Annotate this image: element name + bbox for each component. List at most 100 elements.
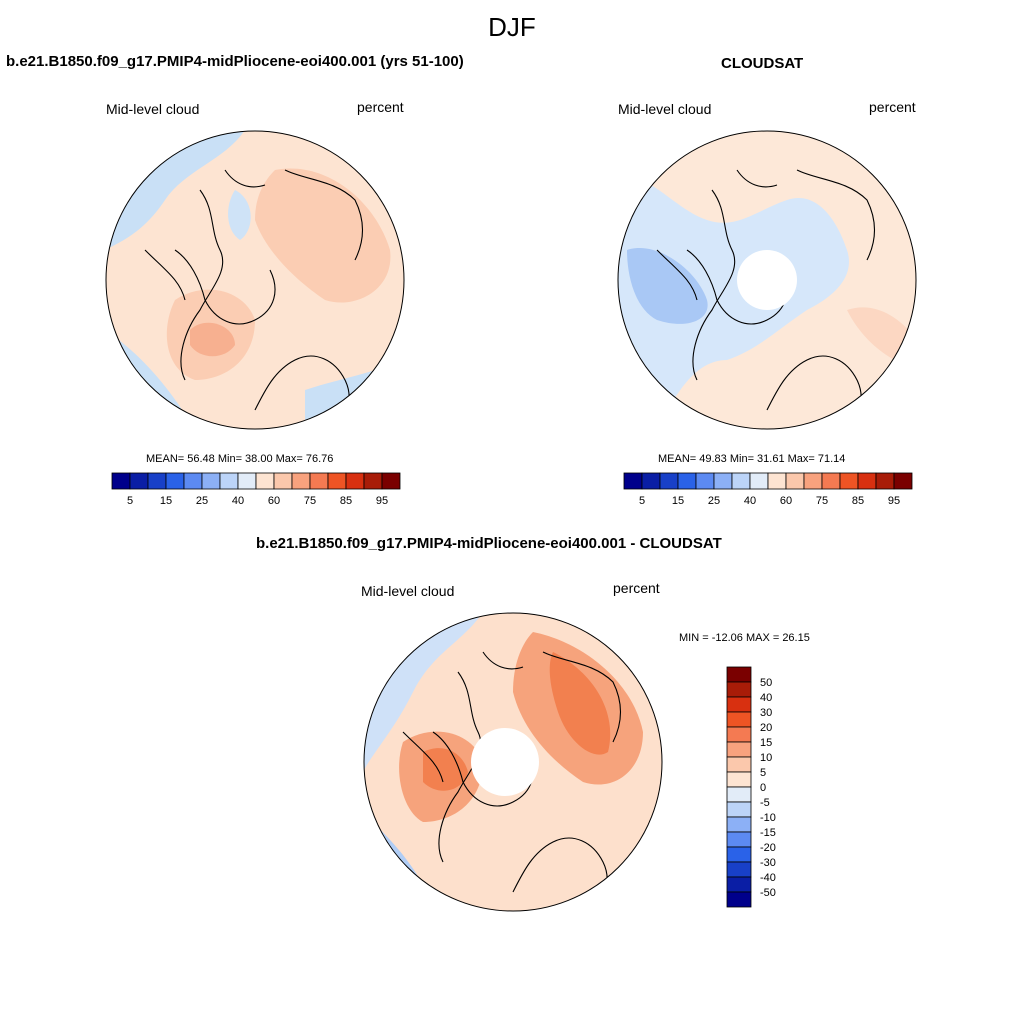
colorbar-model-color-box	[291, 472, 311, 490]
colorbar-obs-tick-label: 75	[816, 495, 828, 507]
colorbar-obs-color-box	[839, 472, 859, 490]
colorbar-obs-tick-label: 25	[708, 495, 720, 507]
colorbar-diff-color-box	[726, 771, 752, 788]
colorbar-diff-tick-label: -40	[760, 872, 776, 884]
colorbar-obs-color-box	[785, 472, 805, 490]
colorbar-diff-tick-label: 50	[760, 677, 772, 689]
colorbar-diff-color-box	[726, 876, 752, 893]
map-model-high-region-1	[255, 168, 391, 303]
map-obs-border	[617, 130, 917, 430]
map-diff-border	[363, 612, 663, 912]
colorbar-obs-tick-label: 60	[780, 495, 792, 507]
colorbar-model-tick-label: 95	[376, 495, 388, 507]
colorbar-obs-color-box	[641, 472, 661, 490]
colorbar-diff-color-box	[726, 801, 752, 818]
panel-obs-stats: MEAN= 49.83 Min= 31.61 Max= 71.14	[658, 453, 846, 465]
colorbar-diff-tick-label: 10	[760, 752, 772, 764]
colorbar-obs-color-box	[713, 472, 733, 490]
colorbar-model-color-box	[183, 472, 203, 490]
map-obs	[617, 130, 917, 430]
colorbar-obs-color-box	[749, 472, 769, 490]
colorbar-obs: 5 15 25 40 60 75 85 95	[623, 472, 913, 507]
colorbar-obs-color-box	[623, 472, 643, 490]
colorbar-diff-tick-label: 20	[760, 722, 772, 734]
colorbar-diff-color-box	[726, 711, 752, 728]
map-diff	[363, 612, 663, 912]
map-diff-max-region	[549, 652, 611, 755]
colorbar-diff-color-box	[726, 861, 752, 878]
colorbar-obs-color-box	[677, 472, 697, 490]
map-model-border	[105, 130, 405, 430]
colorbar-diff-tick-label: 5	[760, 767, 766, 779]
panel-diff-title: b.e21.B1850.f09_g17.PMIP4-midPliocene-eo…	[256, 535, 722, 552]
colorbar-model-color-box	[381, 472, 401, 490]
colorbar-diff-tick-label: -10	[760, 812, 776, 824]
panel-diff-variable-label: Mid-level cloud	[361, 583, 455, 599]
colorbar-diff-color-box	[726, 666, 752, 683]
colorbar-obs-tick-label: 95	[888, 495, 900, 507]
colorbar-obs-tick-label: 15	[672, 495, 684, 507]
colorbar-model-color-box	[345, 472, 365, 490]
colorbar-obs-color-box	[875, 472, 895, 490]
map-model	[105, 130, 405, 430]
panel-model-variable-label: Mid-level cloud	[106, 101, 200, 117]
colorbar-model-color-box	[327, 472, 347, 490]
colorbar-model-tick-label: 25	[196, 495, 208, 507]
panel-model-units-label: percent	[357, 99, 404, 115]
colorbar-diff-color-box	[726, 831, 752, 848]
map-obs-lower-region	[627, 248, 708, 324]
map-diff-pole-hole	[471, 728, 539, 796]
map-obs-pole-hole	[737, 250, 797, 310]
panel-model-title: b.e21.B1850.f09_g17.PMIP4-midPliocene-eo…	[6, 53, 464, 70]
colorbar-diff-tick-label: 0	[760, 782, 766, 794]
colorbar-obs-color-box	[731, 472, 751, 490]
colorbar-diff-color-box	[726, 786, 752, 803]
colorbar-diff-color-box	[726, 756, 752, 773]
colorbar-diff-color-box	[726, 816, 752, 833]
map-model-max-region	[190, 322, 235, 357]
colorbar-model-color-box	[147, 472, 167, 490]
panel-diff-units-label: percent	[613, 580, 660, 596]
panel-model-stats: MEAN= 56.48 Min= 38.00 Max= 76.76	[146, 453, 334, 465]
colorbar-diff-tick-label: 30	[760, 707, 772, 719]
colorbar-model: 5 15 25 40 60 75 85 95	[111, 472, 401, 507]
colorbar-model-color-box	[255, 472, 275, 490]
panel-obs-variable-label: Mid-level cloud	[618, 101, 712, 117]
colorbar-diff-tick-label: -15	[760, 827, 776, 839]
colorbar-obs-color-box	[857, 472, 877, 490]
panel-obs-units-label: percent	[869, 99, 916, 115]
colorbar-obs-tick-label: 85	[852, 495, 864, 507]
map-diff-high-region-3	[423, 748, 468, 791]
colorbar-model-tick-label: 15	[160, 495, 172, 507]
map-model-hudson-low-region	[228, 190, 251, 240]
colorbar-model-color-box	[273, 472, 293, 490]
colorbar-model-color-box	[165, 472, 185, 490]
colorbar-model-color-box	[237, 472, 257, 490]
map-obs-low-region	[618, 170, 849, 429]
colorbar-model-tick-label: 85	[340, 495, 352, 507]
colorbar-model-color-box	[201, 472, 221, 490]
colorbar-diff-color-box	[726, 846, 752, 863]
colorbar-diff-tick-label: 15	[760, 737, 772, 749]
colorbar-model-color-box	[111, 472, 131, 490]
colorbar-obs-color-box	[803, 472, 823, 490]
colorbar-model-tick-label: 5	[127, 495, 133, 507]
colorbar-obs-tick-label: 40	[744, 495, 756, 507]
panel-obs-title: CLOUDSAT	[721, 55, 804, 72]
colorbar-obs-color-box	[695, 472, 715, 490]
colorbar-diff-tick-label: -30	[760, 857, 776, 869]
colorbar-obs-color-box	[821, 472, 841, 490]
colorbar-diff-color-box	[726, 696, 752, 713]
panel-diff-stats: MIN = -12.06 MAX = 26.15	[679, 632, 810, 644]
colorbar-model-tick-label: 60	[268, 495, 280, 507]
colorbar-obs-tick-label: 5	[639, 495, 645, 507]
colorbar-model-tick-label: 75	[304, 495, 316, 507]
colorbar-diff-color-box	[726, 681, 752, 698]
colorbar-model-color-box	[363, 472, 383, 490]
colorbar-diff-tick-label: -50	[760, 887, 776, 899]
colorbar-diff-tick-label: -20	[760, 842, 776, 854]
colorbar-obs-color-box	[893, 472, 913, 490]
colorbar-diff-tick-label: 40	[760, 692, 772, 704]
figure-title: DJF	[488, 12, 536, 42]
